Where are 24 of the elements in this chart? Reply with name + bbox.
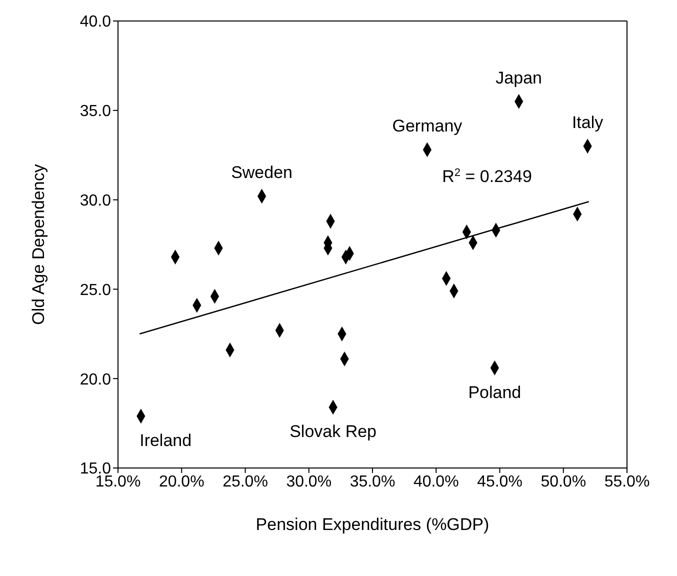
annotation: R$^{2}$ = 0.2349 bbox=[442, 166, 532, 186]
x-axis-title: Pension Expenditures (%GDP) bbox=[256, 515, 490, 534]
x-tick-label: 55.0% bbox=[604, 473, 650, 490]
x-tick-label: 25.0% bbox=[222, 473, 268, 490]
x-tick-label: 15.0% bbox=[95, 473, 141, 490]
annotation: Slovak Rep bbox=[290, 422, 377, 442]
annotation: Sweden bbox=[231, 163, 293, 182]
x-tick-label: 35.0% bbox=[350, 473, 396, 490]
annotation: Germany bbox=[392, 116, 463, 136]
annotation: Poland bbox=[468, 382, 522, 402]
y-tick-label: 20.0 bbox=[80, 371, 112, 388]
x-tick-label: 45.0% bbox=[477, 473, 522, 490]
annotation: Ireland bbox=[140, 431, 192, 450]
annotation: Italy bbox=[572, 113, 604, 132]
y-tick-label: 35.0 bbox=[80, 103, 112, 120]
y-tick-label: 30.0 bbox=[80, 192, 112, 210]
y-tick-label: 40.0 bbox=[80, 14, 112, 31]
annotation: Japan bbox=[496, 68, 542, 88]
x-tick-label: 30.0% bbox=[286, 473, 332, 490]
x-tick-label: 50.0% bbox=[540, 473, 586, 490]
y-axis-title: Old Age Dependency bbox=[29, 164, 48, 325]
x-tick-label: 40.0% bbox=[413, 473, 459, 490]
y-tick-label: 25.0 bbox=[80, 282, 112, 299]
x-tick-label: 20.0% bbox=[158, 473, 204, 490]
